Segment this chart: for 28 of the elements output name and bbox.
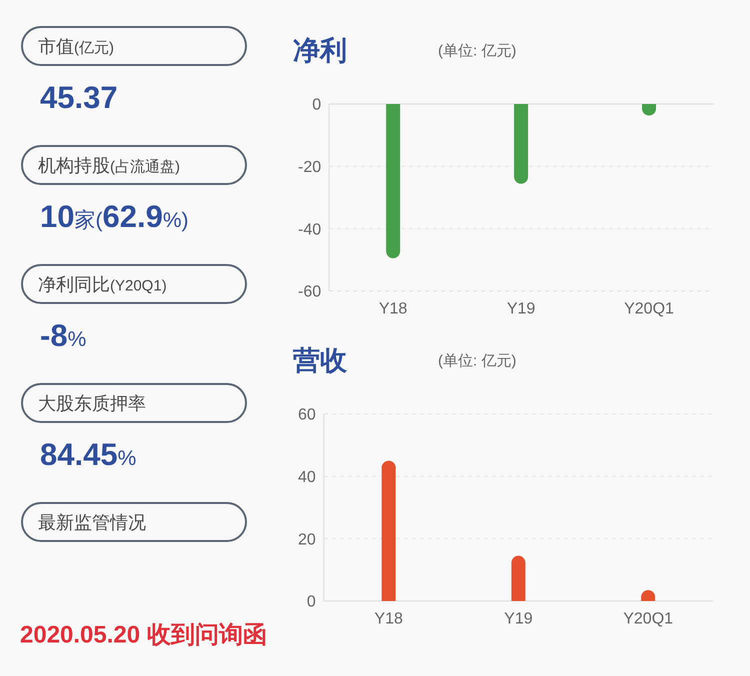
text: 10家(62.9%) xyxy=(40,198,188,234)
category-label: 市值(亿元) xyxy=(38,36,114,56)
x-tick-label: Y20Q1 xyxy=(623,610,674,628)
x-tick-label: Y19 xyxy=(506,300,536,318)
y-tick-label: -60 xyxy=(298,284,322,301)
chart-subtitle: (单位: 亿元) xyxy=(438,42,516,60)
y-tick-label: -20 xyxy=(298,158,322,176)
category-label: 大股东质押率 xyxy=(38,393,146,414)
category-label: 最新监管情况 xyxy=(38,512,146,532)
chart-subtitle: (单位: 亿元) xyxy=(438,352,516,370)
x-tick-label: Y18 xyxy=(378,300,408,318)
chart-title: 净利 xyxy=(293,35,347,66)
text: 45.37 xyxy=(40,80,118,115)
y-tick-label: 0 xyxy=(312,96,322,114)
y-tick-label: 40 xyxy=(298,468,316,486)
text: 2020.05.20 收到问询函 xyxy=(20,621,267,648)
category-label: 净利同比(Y20Q1) xyxy=(38,274,167,294)
y-tick-label: 20 xyxy=(298,531,316,548)
text: 84.45% xyxy=(40,436,136,472)
y-tick-label: 0 xyxy=(306,594,316,611)
category-label: 机构持股(占流通盘) xyxy=(38,155,180,176)
chart-title: 营收 xyxy=(292,345,348,376)
x-tick-label: Y18 xyxy=(374,610,403,628)
y-tick-label: 60 xyxy=(298,406,316,424)
y-tick-label: -40 xyxy=(298,221,322,238)
text: -8% xyxy=(40,318,86,353)
x-tick-label: Y19 xyxy=(504,610,533,628)
x-tick-label: Y20Q1 xyxy=(624,300,674,318)
